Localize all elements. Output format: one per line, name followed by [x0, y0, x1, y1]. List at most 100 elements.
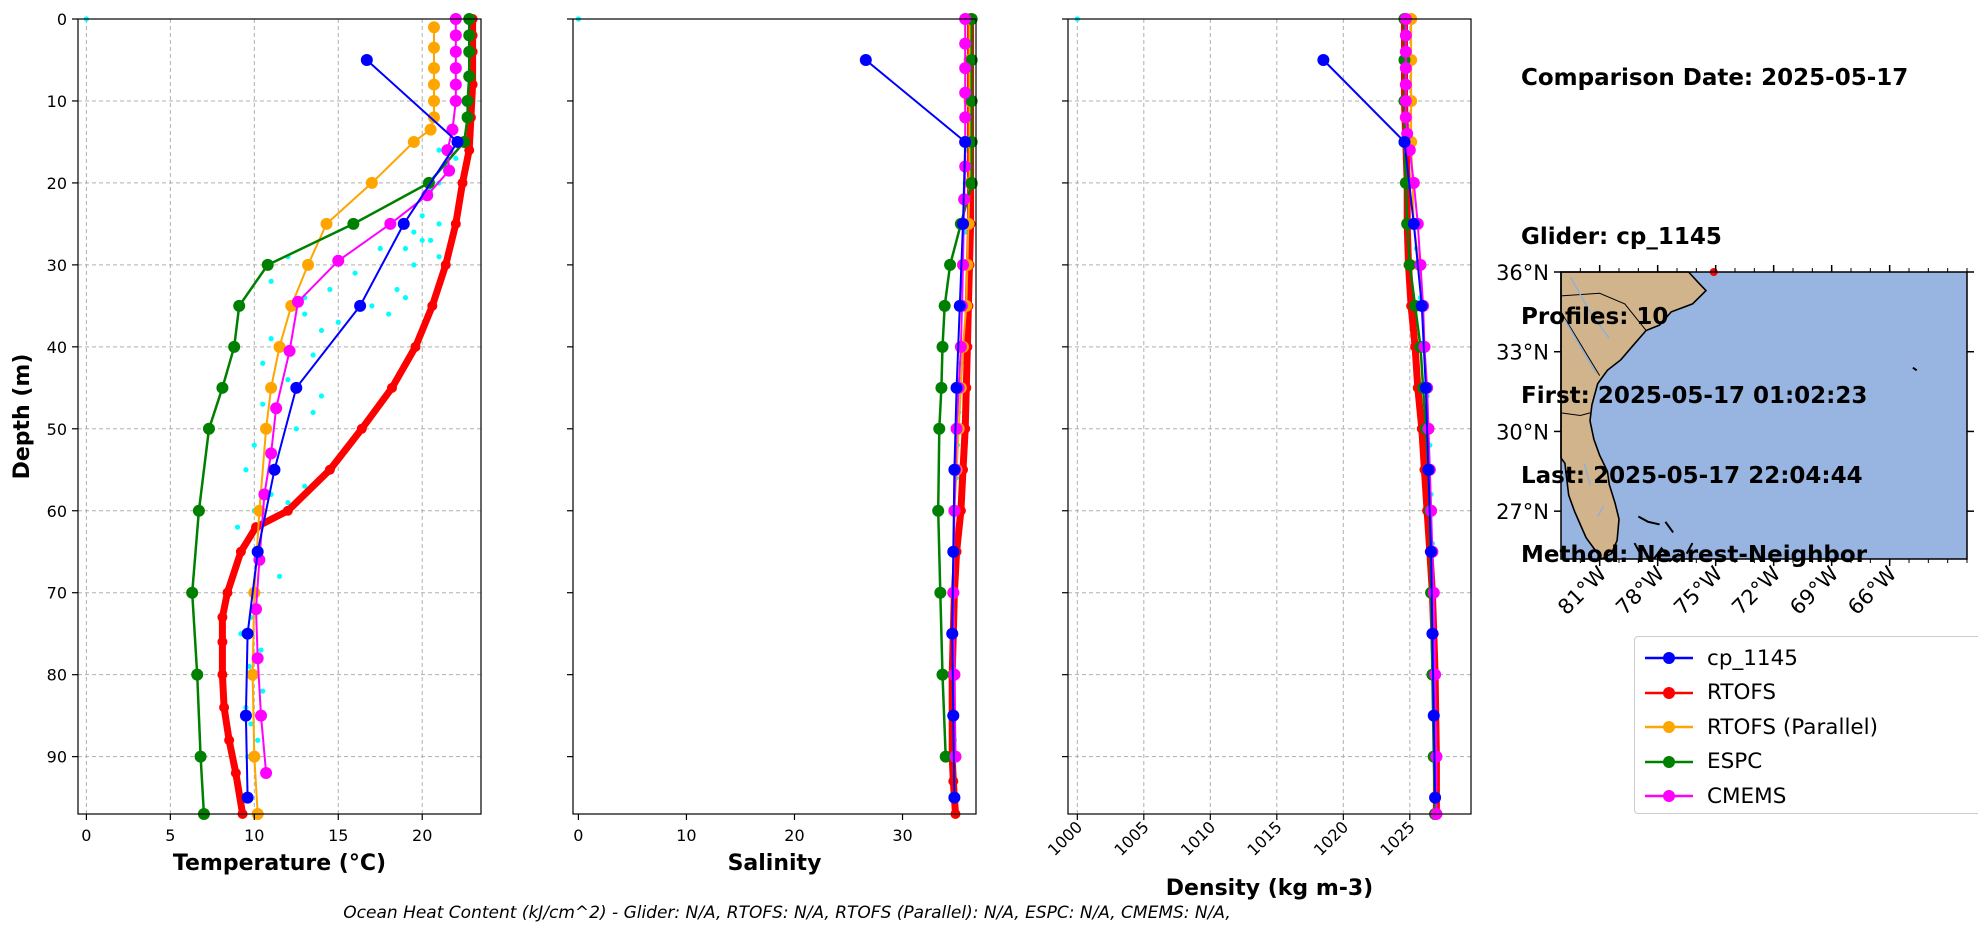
data-point-cp_1145 — [1425, 545, 1438, 558]
raw-point — [255, 737, 261, 743]
raw-point — [327, 286, 333, 293]
data-point-espc — [463, 45, 476, 58]
raw-point — [369, 303, 375, 309]
data-point-rtofs_parallel — [273, 340, 286, 353]
axes-frame — [572, 18, 977, 815]
data-point-cmems — [954, 340, 967, 353]
data-point-cmems — [258, 488, 271, 501]
legend-label: CMEMS — [1707, 783, 1787, 809]
legend-swatch — [1645, 686, 1693, 699]
data-point-cmems — [449, 94, 462, 107]
map-river — [1583, 463, 1591, 485]
series-line-espc — [936, 19, 973, 757]
map-border — [1560, 412, 1591, 417]
data-point-cmems — [443, 164, 456, 177]
axes-frame — [1067, 18, 1472, 815]
y-tick-label: 30 — [47, 256, 67, 275]
data-point-espc — [216, 381, 229, 394]
data-point-espc — [933, 422, 946, 435]
data-point-cmems — [449, 62, 462, 75]
plot-temperature: 0 5 10 15 20 0 10 20 30 40 50 60 70 80 90 Temperature (… — [10, 10, 482, 876]
data-point-rtofs_parallel — [427, 21, 440, 34]
data-point-rtofs — [324, 464, 335, 475]
data-point-espc — [932, 504, 945, 517]
data-point-cp_1145 — [1429, 791, 1442, 804]
data-point-cmems — [270, 402, 283, 415]
data-point-rtofs — [217, 669, 228, 680]
raw-point — [411, 229, 417, 235]
legend-label: cp_1145 — [1707, 645, 1798, 671]
data-point-cp_1145 — [354, 299, 367, 312]
method-text: Method: Nearest-Neighbor — [1521, 542, 1868, 568]
series-line-espc — [190, 19, 471, 815]
raw-point — [260, 360, 266, 366]
raw-point — [386, 311, 392, 317]
data-point-cp_1145 — [1415, 299, 1428, 312]
data-point-cmems — [1399, 94, 1412, 107]
data-point-espc — [965, 94, 978, 107]
series-line-cp_1145 — [244, 59, 459, 798]
data-point-rtofs — [217, 636, 228, 647]
data-point-cp_1145 — [1398, 135, 1411, 148]
x-tick-label: 20 — [784, 826, 804, 845]
x-axis-label: Salinity — [728, 851, 822, 876]
data-point-cmems — [959, 62, 972, 75]
x-tick-label: 1015 — [1243, 817, 1285, 859]
raw-point — [436, 147, 442, 153]
info-panel: Comparison Date: 2025-05-17 Glider: cp_1… — [1521, 12, 1908, 595]
data-point-cmems — [959, 37, 972, 50]
legend-item-espc: ESPC — [1643, 747, 1762, 777]
x-tick-label: 10 — [244, 826, 264, 845]
data-point-rtofs_parallel — [248, 750, 261, 763]
x-tick-label: 15 — [328, 826, 348, 845]
data-point-rtofs — [217, 612, 228, 623]
map-river — [1564, 319, 1597, 374]
map-y-tick-label: 36°N — [1496, 261, 1549, 285]
data-point-espc — [939, 750, 952, 763]
x-tick-label: 1005 — [1110, 817, 1152, 859]
map-island — [1668, 552, 1680, 563]
data-point-espc — [347, 217, 360, 230]
data-point-cp_1145 — [1426, 627, 1439, 640]
first-time-text: First: 2025-05-17 01:02:23 — [1521, 383, 1868, 409]
data-point-rtofs — [222, 587, 233, 598]
data-point-cmems — [260, 767, 273, 780]
raw-point — [394, 286, 400, 293]
x-tick-label: 20 — [412, 826, 432, 845]
raw-point — [293, 426, 299, 432]
data-point-espc — [461, 111, 474, 124]
data-point-rtofs — [219, 702, 230, 713]
data-point-cmems — [283, 344, 296, 357]
legend-label: RTOFS — [1707, 680, 1777, 705]
data-point-cmems — [1399, 29, 1412, 42]
data-point-rtofs — [235, 546, 246, 557]
data-point-espc — [191, 668, 204, 681]
data-point-cp_1145 — [957, 217, 970, 230]
data-point-rtofs_parallel — [427, 62, 440, 75]
data-point-cp_1145 — [1419, 381, 1432, 394]
raw-point — [243, 467, 249, 473]
data-point-espc — [1403, 258, 1416, 271]
data-point-cp_1145 — [241, 627, 254, 640]
series-line-cp_1145 — [1322, 59, 1437, 798]
data-point-rtofs_parallel — [260, 422, 273, 435]
plot-salinity: 0 10 20 30 Salinity — [567, 13, 978, 876]
map-island — [1652, 546, 1669, 560]
data-point-cmems — [1399, 62, 1412, 75]
raw-point — [251, 442, 257, 448]
data-point-cp_1145 — [947, 545, 960, 558]
data-point-espc — [965, 53, 978, 66]
raw-point — [285, 377, 291, 383]
data-point-cp_1145 — [948, 791, 961, 804]
y-tick-label: 20 — [47, 174, 67, 193]
raw-point — [268, 278, 274, 284]
data-point-cmems — [950, 422, 963, 435]
raw-point — [402, 295, 409, 301]
data-point-cmems — [1407, 176, 1420, 189]
data-point-rtofs_parallel — [265, 381, 278, 394]
x-tick-label: 1010 — [1177, 817, 1219, 859]
data-point-cmems — [948, 668, 961, 681]
data-point-espc — [228, 340, 241, 353]
